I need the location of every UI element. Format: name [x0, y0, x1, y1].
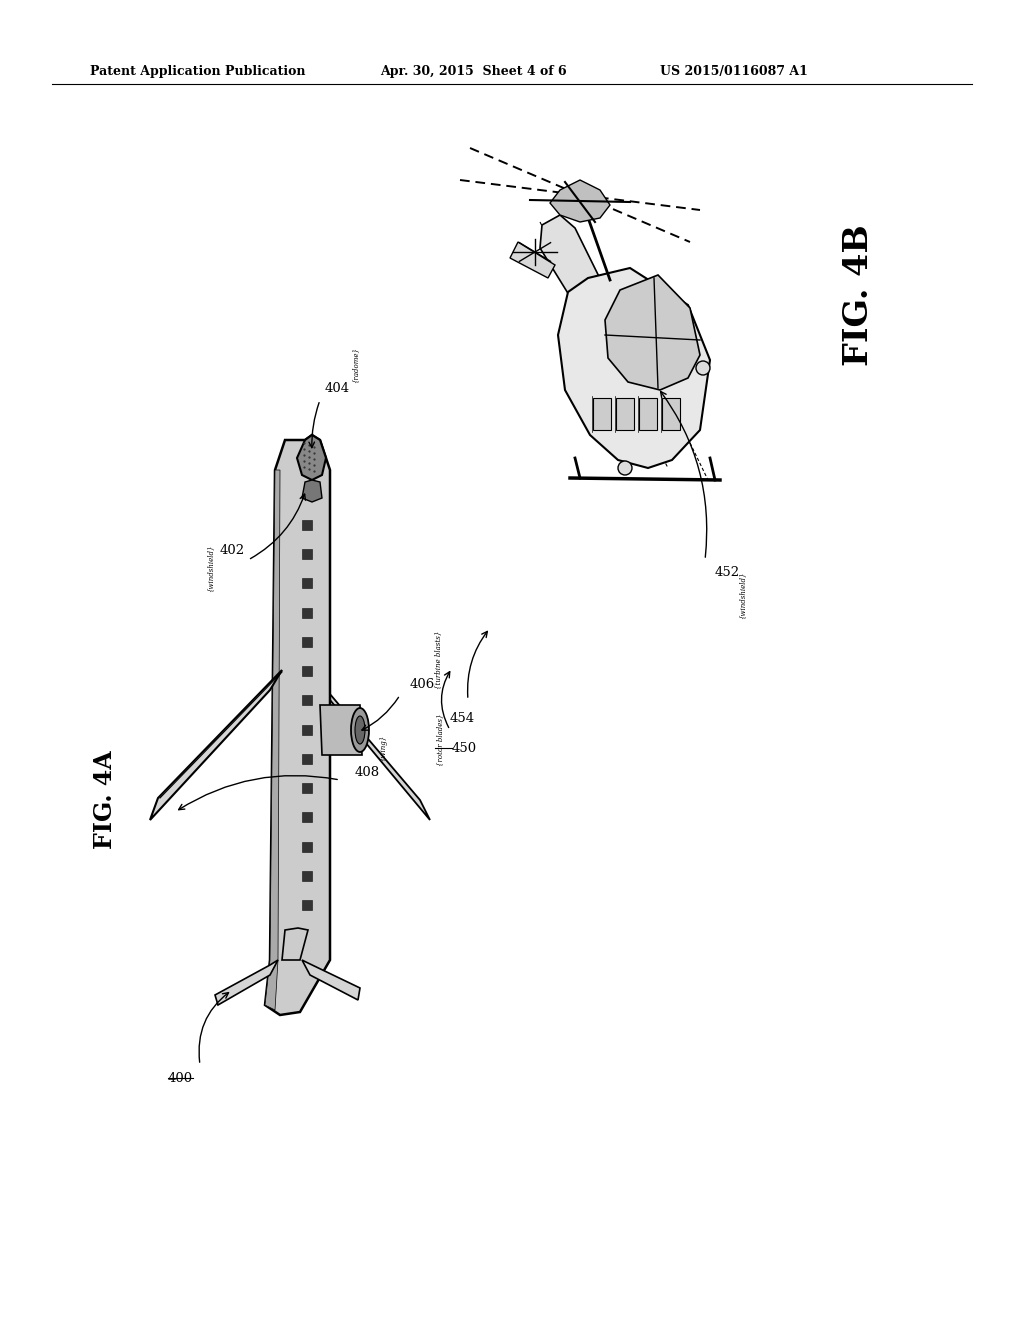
Text: {windshield}: {windshield}: [738, 572, 746, 619]
Polygon shape: [265, 436, 330, 1015]
Ellipse shape: [351, 708, 369, 752]
Text: 454: 454: [450, 711, 474, 725]
Text: 450: 450: [452, 742, 477, 755]
Polygon shape: [302, 607, 312, 618]
Text: 452: 452: [715, 565, 740, 578]
Text: FIG. 4B: FIG. 4B: [842, 224, 874, 366]
Polygon shape: [265, 470, 280, 1010]
Polygon shape: [639, 399, 657, 430]
Polygon shape: [302, 696, 312, 705]
Polygon shape: [215, 960, 278, 1005]
Polygon shape: [302, 871, 312, 880]
Polygon shape: [302, 725, 312, 735]
Polygon shape: [150, 671, 282, 820]
Text: FIG. 4A: FIG. 4A: [93, 751, 117, 849]
Polygon shape: [302, 842, 312, 851]
Polygon shape: [302, 520, 312, 531]
Circle shape: [696, 360, 710, 375]
Polygon shape: [302, 549, 312, 560]
Ellipse shape: [355, 715, 365, 744]
Polygon shape: [302, 667, 312, 676]
Text: {windshield}: {windshield}: [206, 544, 214, 591]
Polygon shape: [550, 180, 610, 222]
Polygon shape: [302, 578, 312, 589]
Text: {wing}: {wing}: [379, 735, 387, 762]
Polygon shape: [297, 436, 326, 480]
Text: {rotor blades}: {rotor blades}: [436, 714, 444, 766]
Circle shape: [618, 461, 632, 475]
Text: 408: 408: [355, 766, 380, 779]
Text: {turbine blasts}: {turbine blasts}: [434, 631, 442, 689]
Polygon shape: [282, 928, 308, 960]
Polygon shape: [302, 900, 312, 909]
Polygon shape: [302, 638, 312, 647]
Text: US 2015/0116087 A1: US 2015/0116087 A1: [660, 66, 808, 78]
Polygon shape: [558, 268, 710, 469]
Polygon shape: [605, 275, 700, 389]
Polygon shape: [593, 399, 611, 430]
Polygon shape: [302, 960, 360, 1001]
Text: 404: 404: [325, 381, 350, 395]
Polygon shape: [616, 399, 634, 430]
Text: {radome}: {radome}: [351, 347, 359, 383]
Text: Apr. 30, 2015  Sheet 4 of 6: Apr. 30, 2015 Sheet 4 of 6: [380, 66, 566, 78]
Text: Patent Application Publication: Patent Application Publication: [90, 66, 305, 78]
Polygon shape: [322, 718, 330, 742]
Polygon shape: [510, 242, 555, 279]
Text: 400: 400: [168, 1072, 193, 1085]
Text: 406: 406: [410, 678, 435, 692]
Polygon shape: [302, 812, 312, 822]
Polygon shape: [302, 783, 312, 793]
Polygon shape: [540, 215, 660, 418]
Polygon shape: [318, 680, 430, 820]
Polygon shape: [302, 480, 322, 502]
Text: 402: 402: [219, 544, 245, 557]
Polygon shape: [319, 705, 362, 755]
Polygon shape: [662, 399, 680, 430]
Polygon shape: [302, 754, 312, 764]
